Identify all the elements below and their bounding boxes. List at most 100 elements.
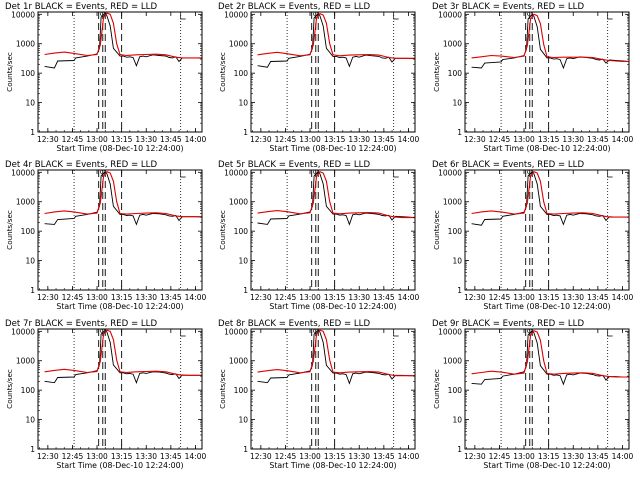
- x-tick-label: 13:00: [299, 452, 321, 461]
- x-tick-label: 13:15: [538, 452, 560, 461]
- x-tick-label: 12:45: [275, 452, 297, 461]
- y-tick-label: 100: [448, 386, 463, 395]
- lld-series-line: [471, 13, 629, 63]
- x-tick-label: 13:45: [373, 293, 395, 302]
- events-series-line: [44, 12, 203, 69]
- x-tick-label: 12:45: [275, 135, 297, 144]
- x-tick-label: 13:30: [135, 452, 157, 461]
- chart-panel-3: Det 3r BLACK = Events, RED = LLD 1 10 100 10…: [432, 2, 633, 153]
- plot-frame: [37, 328, 203, 450]
- x-tick-label: 13:00: [86, 293, 108, 302]
- plot-frame: [250, 328, 416, 450]
- corner-marker: [607, 171, 613, 178]
- x-tick-label: 14:00: [398, 135, 420, 144]
- chart-panel-1: Det 1r BLACK = Events, RED = LLD 1 10 100 10…: [5, 2, 206, 153]
- x-tick-label: 13:00: [86, 135, 108, 144]
- x-tick-label: 13:00: [299, 135, 321, 144]
- x-axis-label: Start Time (08-Dec-10 12:24:00): [56, 461, 183, 470]
- y-tick-label: 1: [30, 445, 35, 454]
- plot-frame: [464, 169, 630, 291]
- x-tick-label: 12:45: [489, 452, 511, 461]
- chart-title: Det 8r BLACK = Events, RED = LLD: [218, 319, 370, 329]
- x-tick-label: 12:45: [489, 293, 511, 302]
- y-tick-label: 10000: [11, 10, 35, 19]
- corner-marker: [607, 330, 613, 337]
- x-tick-label: 13:00: [513, 135, 535, 144]
- x-tick-label: 14:00: [185, 135, 207, 144]
- x-tick-label: 12:30: [464, 293, 486, 302]
- corner-marker: [180, 171, 186, 178]
- x-tick-label: 12:45: [62, 293, 84, 302]
- y-tick-label: 1: [457, 286, 462, 295]
- y-tick-label: 1000: [443, 198, 462, 207]
- y-axis-label: Counts/sec: [432, 52, 441, 92]
- plot-frame: [464, 11, 630, 133]
- corner-marker: [180, 330, 186, 337]
- y-axis-label: Counts/sec: [432, 210, 441, 250]
- x-axis-label: Start Time (08-Dec-10 12:24:00): [483, 461, 610, 470]
- x-tick-label: 13:15: [111, 452, 133, 461]
- x-axis-label: Start Time (08-Dec-10 12:24:00): [269, 461, 396, 470]
- x-tick-label: 13:30: [562, 135, 584, 144]
- x-tick-label: 12:30: [37, 293, 59, 302]
- x-tick-label: 13:30: [135, 293, 157, 302]
- x-axis-label: Start Time (08-Dec-10 12:24:00): [56, 302, 183, 311]
- chart-title: Det 5r BLACK = Events, RED = LLD: [218, 160, 370, 170]
- chart-panel-4: Det 4r BLACK = Events, RED = LLD 1 10 100 10…: [5, 160, 206, 311]
- x-tick-label: 14:00: [185, 452, 207, 461]
- corner-marker: [393, 13, 399, 20]
- chart-title: Det 7r BLACK = Events, RED = LLD: [5, 319, 157, 329]
- chart-panel-7: Det 7r BLACK = Events, RED = LLD 1 10 100 10…: [5, 319, 206, 470]
- y-tick-label: 1: [457, 445, 462, 454]
- x-tick-label: 13:15: [111, 293, 133, 302]
- events-series-line: [257, 13, 416, 68]
- x-tick-label: 13:45: [587, 135, 609, 144]
- y-tick-label: 1000: [229, 357, 248, 366]
- x-tick-label: 13:30: [135, 135, 157, 144]
- y-axis-label: Counts/sec: [218, 210, 227, 250]
- x-tick-label: 13:15: [538, 135, 560, 144]
- chart-title: Det 1r BLACK = Events, RED = LLD: [5, 2, 157, 12]
- y-tick-label: 10: [452, 416, 462, 425]
- y-tick-label: 1: [30, 286, 35, 295]
- x-tick-label: 14:00: [398, 293, 420, 302]
- y-tick-label: 10: [25, 99, 35, 108]
- y-tick-label: 100: [234, 227, 249, 236]
- x-axis-label: Start Time (08-Dec-10 12:24:00): [483, 302, 610, 311]
- lld-series-line: [44, 171, 202, 218]
- x-tick-label: 13:15: [324, 135, 346, 144]
- y-tick-label: 10000: [224, 327, 248, 336]
- y-tick-label: 10000: [11, 168, 35, 177]
- plot-frame: [250, 169, 416, 291]
- x-tick-label: 14:00: [398, 452, 420, 461]
- x-tick-label: 13:00: [299, 293, 321, 302]
- chart-panel-5: Det 5r BLACK = Events, RED = LLD 1 10 100 10…: [218, 160, 419, 311]
- chart-panel-9: Det 9r BLACK = Events, RED = LLD 1 10 100 10…: [432, 319, 633, 470]
- y-tick-label: 10: [238, 257, 248, 266]
- y-tick-label: 10: [238, 99, 248, 108]
- y-tick-label: 100: [21, 69, 36, 78]
- x-tick-label: 13:00: [513, 293, 535, 302]
- y-tick-label: 10000: [438, 327, 462, 336]
- x-tick-label: 13:30: [562, 452, 584, 461]
- y-axis-label: Counts/sec: [432, 369, 441, 409]
- y-tick-label: 10: [238, 416, 248, 425]
- corner-marker: [180, 13, 186, 20]
- x-tick-label: 12:45: [62, 452, 84, 461]
- x-axis-label: Start Time (08-Dec-10 12:24:00): [269, 144, 396, 153]
- y-tick-label: 100: [21, 386, 36, 395]
- y-tick-label: 1: [243, 286, 248, 295]
- lld-series-line: [257, 13, 415, 59]
- x-tick-label: 13:15: [111, 135, 133, 144]
- lld-series-line: [471, 171, 629, 218]
- x-tick-label: 12:45: [489, 135, 511, 144]
- chart-panel-2: Det 2r BLACK = Events, RED = LLD 1 10 100 10…: [218, 2, 419, 153]
- corner-marker: [393, 171, 399, 178]
- x-tick-label: 13:15: [324, 293, 346, 302]
- lld-series-line: [257, 329, 415, 377]
- y-tick-label: 1000: [443, 357, 462, 366]
- x-tick-label: 14:00: [612, 293, 634, 302]
- y-tick-label: 1: [243, 128, 248, 137]
- events-series-line: [471, 171, 629, 226]
